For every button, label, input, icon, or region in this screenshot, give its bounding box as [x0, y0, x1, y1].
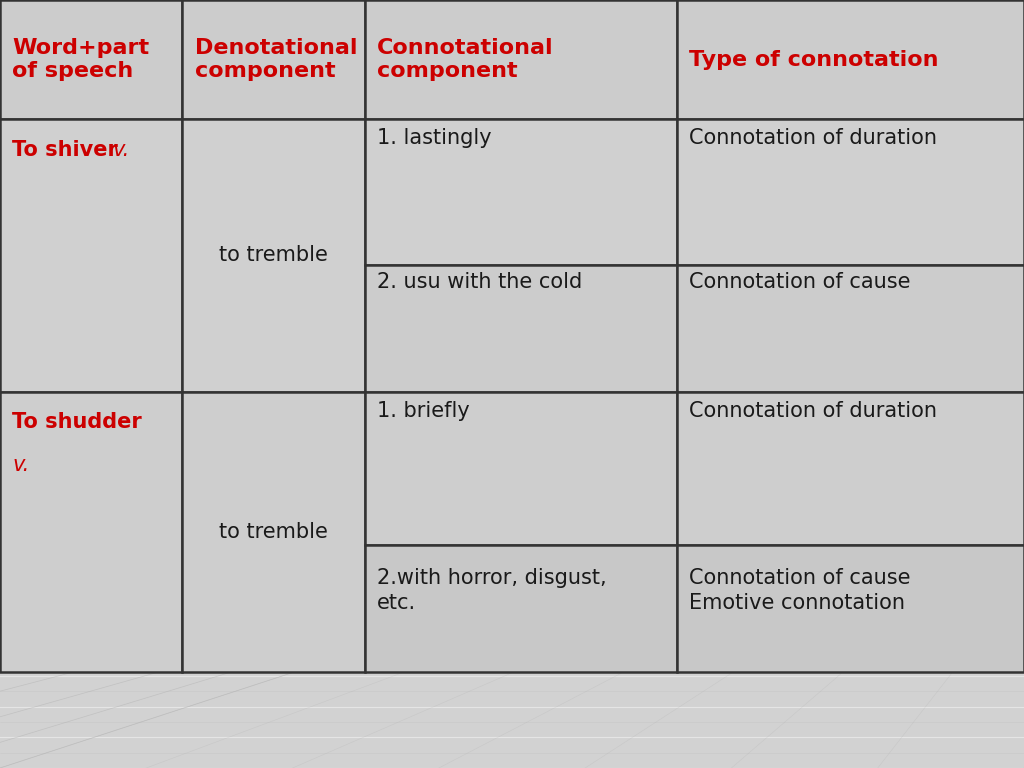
Text: 1. lastingly: 1. lastingly: [377, 128, 492, 148]
Text: Type of connotation: Type of connotation: [689, 49, 939, 70]
Bar: [0, 392, 182, 672]
Bar: [677, 545, 1024, 672]
Text: v.: v.: [12, 455, 30, 475]
Bar: [182, 119, 365, 392]
Bar: [365, 0, 677, 119]
Bar: [0, 0, 182, 119]
Text: v.: v.: [113, 140, 130, 160]
Text: 2. usu with the cold: 2. usu with the cold: [377, 272, 582, 292]
Bar: [365, 265, 677, 392]
Text: 2.with horror, disgust,
etc.: 2.with horror, disgust, etc.: [377, 568, 606, 613]
Bar: [677, 0, 1024, 119]
Text: Connotational
component: Connotational component: [377, 38, 553, 81]
Text: Connotation of cause
Emotive connotation: Connotation of cause Emotive connotation: [689, 568, 910, 613]
Bar: [182, 392, 365, 672]
Bar: [365, 119, 677, 265]
Bar: [182, 0, 365, 119]
Text: Word+part
of speech: Word+part of speech: [12, 38, 150, 81]
Bar: [677, 265, 1024, 392]
Text: Connotation of cause: Connotation of cause: [689, 272, 910, 292]
Bar: [677, 392, 1024, 545]
Bar: [0, 119, 182, 392]
Text: to tremble: to tremble: [219, 245, 328, 266]
Bar: [677, 119, 1024, 265]
Text: to tremble: to tremble: [219, 521, 328, 542]
Bar: [365, 545, 677, 672]
Text: 1. briefly: 1. briefly: [377, 401, 470, 421]
Text: Denotational
component: Denotational component: [195, 38, 357, 81]
Text: To shudder: To shudder: [12, 412, 142, 432]
Text: Connotation of duration: Connotation of duration: [689, 128, 937, 148]
Text: To shiver: To shiver: [12, 140, 118, 160]
Bar: [365, 392, 677, 545]
Text: Connotation of duration: Connotation of duration: [689, 401, 937, 421]
